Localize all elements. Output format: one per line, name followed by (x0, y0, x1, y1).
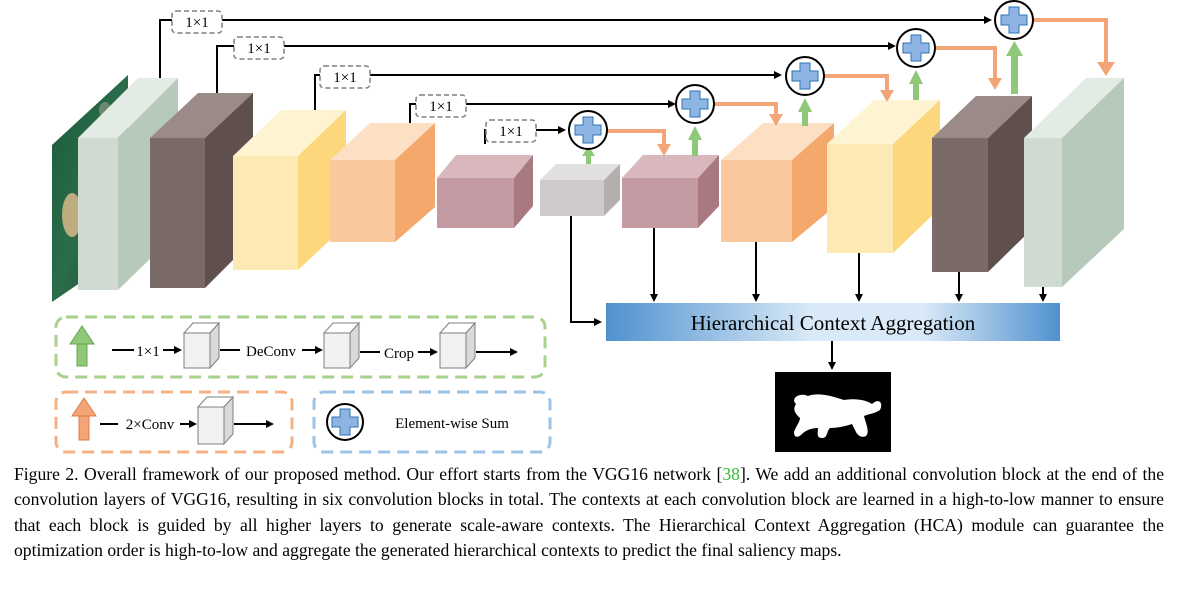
orange-arrow-2 (714, 102, 778, 116)
skip-line-3 (314, 71, 782, 110)
encoder-block-4 (330, 123, 435, 242)
svg-text:1×1: 1×1 (247, 41, 270, 57)
legend-cube-1 (182, 321, 221, 370)
hca-input-line-top (570, 216, 602, 326)
framework-diagram: 1×1 1×1 1×1 1×1 1×1 (52, 0, 1124, 454)
encoder-block-2 (150, 93, 253, 288)
legend-step-crop: Crop (384, 346, 414, 362)
svg-text:1×1: 1×1 (333, 70, 356, 86)
legend-cube-2 (322, 321, 361, 370)
sum-circle-2 (675, 84, 715, 124)
sum-circle-3 (785, 56, 825, 96)
caption-text-start: Figure 2. Overall framework of our propo… (14, 464, 723, 484)
orange-arrow-icon (71, 397, 97, 441)
orange-arrow-5 (1032, 18, 1108, 64)
figure-caption: Figure 2. Overall framework of our propo… (14, 462, 1164, 563)
skip-label-4: 1×1 (415, 94, 467, 118)
decoder-block-2 (721, 123, 834, 242)
legend-sum-box: Element-wise Sum (312, 390, 552, 454)
plus-circle-icon (326, 403, 364, 441)
green-up-arrow-1 (582, 146, 595, 164)
green-arrow-icon (69, 325, 95, 367)
sum-circle-5 (994, 0, 1034, 40)
decoder-block-5 (1024, 78, 1124, 287)
encoder-block-5 (437, 155, 533, 228)
legend-green-box: 1×1 DeConv Crop (54, 315, 547, 379)
hca-module: Hierarchical Context Aggregation (606, 303, 1060, 341)
decoder-block-3 (827, 100, 940, 253)
decoder-block-1 (622, 155, 719, 228)
orange-arrow-3 (823, 74, 889, 92)
legend-step-2xconv: 2×Conv (126, 417, 175, 433)
legend-step-deconv: DeConv (246, 344, 296, 360)
legend-orange-box: 2×Conv (54, 390, 294, 454)
encoder-block-6 (540, 164, 620, 216)
caption-text-end: ]. We add an additional convolution bloc… (14, 464, 1165, 560)
legend-sum-label: Element-wise Sum (395, 416, 509, 432)
svg-text:1×1: 1×1 (429, 99, 452, 115)
skip-label-3: 1×1 (319, 65, 371, 89)
legend-cube-4 (196, 395, 235, 446)
green-up-arrow-3 (798, 98, 812, 126)
sum-circle-1 (568, 110, 608, 150)
skip-line-5 (484, 126, 566, 144)
green-up-arrow-4 (909, 70, 923, 100)
svg-text:1×1: 1×1 (185, 15, 208, 31)
orange-arrow-4 (936, 46, 997, 80)
skip-line-1 (159, 16, 992, 78)
skip-line-4 (409, 100, 676, 123)
citation-link[interactable]: 38 (722, 464, 740, 484)
legend-cube-3 (438, 321, 477, 370)
svg-text:1×1: 1×1 (499, 124, 522, 140)
hca-label: Hierarchical Context Aggregation (691, 311, 976, 335)
orange-arrow-1 (606, 129, 666, 146)
skip-label-1: 1×1 (171, 10, 223, 34)
skip-line-2 (216, 42, 896, 94)
decoder-block-4 (932, 96, 1032, 272)
legend-step-1x1: 1×1 (136, 344, 159, 360)
sum-circle-4 (896, 28, 936, 68)
green-up-arrow-5 (1006, 41, 1023, 94)
skip-label-5: 1×1 (485, 119, 537, 143)
saliency-map (775, 372, 891, 452)
green-up-arrow-2 (688, 126, 702, 156)
skip-label-2: 1×1 (233, 36, 285, 60)
